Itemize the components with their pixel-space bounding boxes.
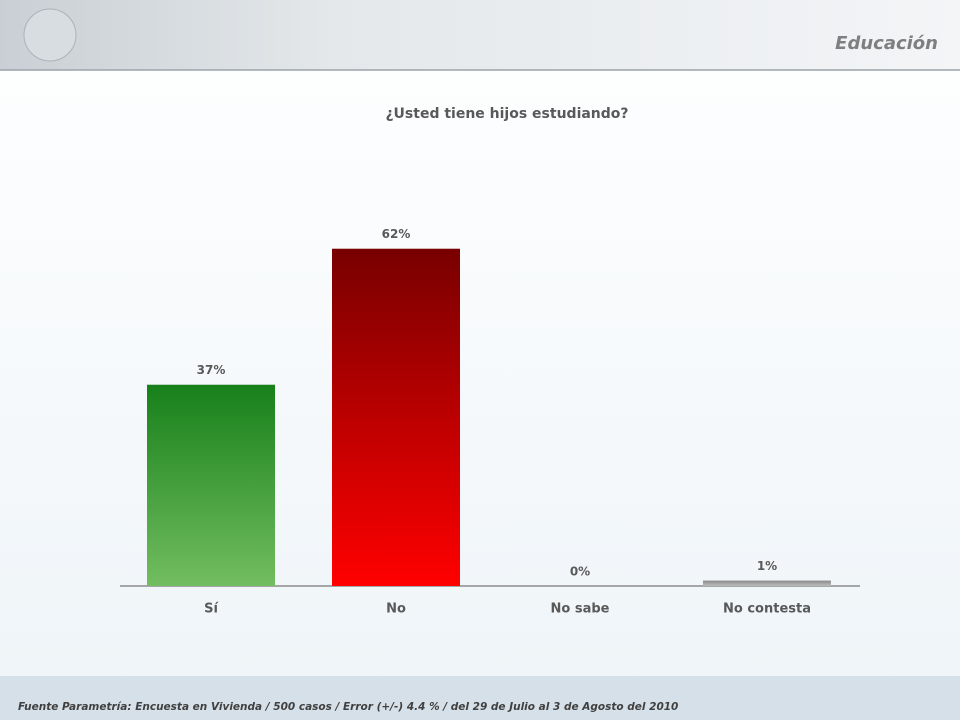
x-tick-label: No bbox=[386, 602, 406, 617]
header-band bbox=[0, 0, 960, 70]
bar bbox=[703, 580, 831, 586]
footer-band bbox=[0, 676, 960, 720]
chart-title: ¿Usted tiene hijos estudiando? bbox=[385, 106, 628, 122]
bar bbox=[332, 248, 460, 586]
source-note: Fuente Parametría: Encuesta en Vivienda … bbox=[18, 701, 678, 713]
header-decoration bbox=[23, 8, 77, 62]
value-label: 37% bbox=[197, 363, 226, 377]
x-tick-label: No sabe bbox=[551, 602, 610, 617]
value-label: 0% bbox=[570, 565, 590, 579]
value-label: 1% bbox=[757, 559, 777, 573]
section-title: Educación bbox=[835, 33, 938, 54]
x-tick-label: No contesta bbox=[723, 602, 811, 617]
value-label: 62% bbox=[382, 227, 411, 241]
bar bbox=[147, 384, 275, 586]
x-tick-label: Sí bbox=[204, 602, 219, 617]
